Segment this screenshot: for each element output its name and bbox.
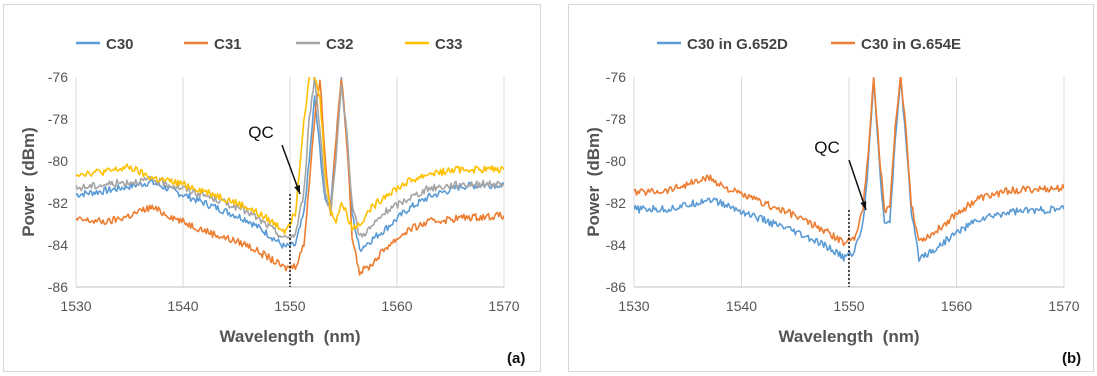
- chart-a-xtick-label: 1530: [60, 298, 91, 314]
- chart-b-qc-arrowhead: [860, 201, 867, 210]
- chart-b-y-axis-title: Power (dBm): [584, 127, 603, 237]
- chart-a-xtick-label: 1550: [274, 298, 305, 314]
- chart-a-ytick-label: -82: [48, 195, 68, 211]
- chart-a-y-axis-title: Power (dBm): [19, 127, 38, 237]
- chart-a-series-line-c33: [76, 77, 504, 235]
- chart-b-ytick-label: -82: [606, 195, 626, 211]
- chart-b-ytick-label: -78: [606, 111, 626, 127]
- chart-a-legend-label: C30: [106, 36, 134, 53]
- chart-a-legend-label: C32: [326, 36, 354, 53]
- chart-b-xtick-label: 1540: [726, 298, 757, 314]
- chart-panel-a: 1530 1540 1550 1560 1570 -76 -78 -80 -82 -84 -86 Wa…: [3, 4, 541, 372]
- chart-a-xtick-label: 1560: [381, 298, 412, 314]
- chart-b-xtick-label: 1570: [1048, 298, 1079, 314]
- chart-a-ytick-label: -80: [48, 153, 68, 169]
- chart-b-ytick-label: -86: [606, 279, 626, 295]
- chart-a-x-axis-title: Wavelength (nm): [219, 327, 360, 346]
- chart-a-series-line-c31: [76, 79, 504, 276]
- chart-b-legend-label: C30 in G.652D: [687, 36, 788, 53]
- chart-a-xtick-label: 1540: [167, 298, 198, 314]
- chart-b-ytick-label: -84: [606, 237, 626, 253]
- chart-a-legend-label: C31: [214, 36, 242, 53]
- chart-a-series-line-c32: [76, 77, 504, 240]
- chart-a-ytick-label: -86: [48, 279, 68, 295]
- chart-a-series-line-c30: [76, 77, 504, 252]
- chart-b-ytick-label: -80: [606, 153, 626, 169]
- chart-b-xtick-label: 1530: [618, 298, 649, 314]
- chart-b-svg: 1530 1540 1550 1560 1570 -76 -78 -80 -82 -84 -86 Wa…: [584, 36, 1081, 367]
- chart-b-legend-label: C30 in G.654E: [861, 36, 961, 53]
- chart-a-ytick-label: -76: [48, 69, 68, 85]
- chart-b-qc-annotation: QC: [814, 138, 840, 157]
- chart-b-xtick-label: 1560: [941, 298, 972, 314]
- chart-a-legend-label: C33: [435, 36, 463, 53]
- chart-b-xtick-label: 1550: [833, 298, 864, 314]
- chart-b-ytick-label: -76: [606, 69, 626, 85]
- chart-b-panel-label: (b): [1062, 350, 1081, 367]
- chart-b-series-line-c30-in-g-652d: [634, 78, 1064, 262]
- chart-b-x-axis-title: Wavelength (nm): [778, 327, 919, 346]
- chart-a-qc-arrowhead: [294, 185, 300, 194]
- chart-a-qc-annotation: QC: [248, 123, 274, 142]
- chart-a-qc-arrow: [281, 144, 301, 195]
- chart-a-ytick-label: -84: [48, 237, 68, 253]
- chart-a-panel-label: (a): [507, 350, 525, 367]
- chart-panel-b: 1530 1540 1550 1560 1570 -76 -78 -80 -82 -84 -86 Wa…: [568, 4, 1094, 372]
- chart-a-svg: 1530 1540 1550 1560 1570 -76 -78 -80 -82 -84 -86 Wa…: [19, 36, 525, 367]
- chart-b-qc-arrow: [848, 159, 867, 211]
- chart-a-xtick-label: 1570: [488, 298, 519, 314]
- chart-a-ytick-label: -78: [48, 111, 68, 127]
